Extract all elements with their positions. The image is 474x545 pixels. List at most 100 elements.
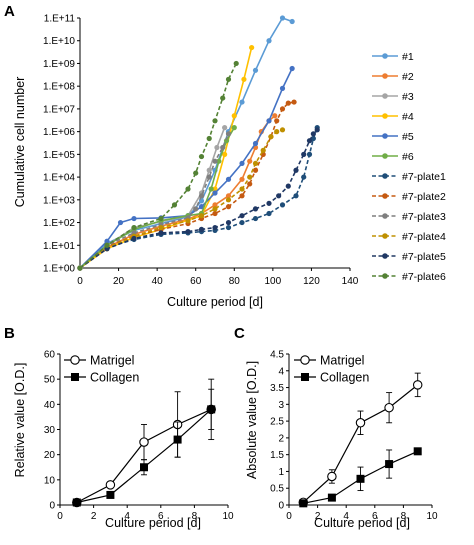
chart-b-y-tick-label: 0 [49,501,55,512]
chart-a-point-5 [239,160,245,167]
chart-a-point-7plate6 [131,224,137,231]
chart-a-point-7plate1 [306,151,313,157]
chart-a-point-7plate5 [266,200,272,206]
chart-a-point-1 [266,38,272,44]
chart-a-y-tick-label: 1.E+02 [43,218,75,229]
chart-a-point-2 [225,193,232,199]
chart-a-xlabel: Culture period [d] [167,295,263,309]
chart-c-y-tick-label: 2 [278,433,284,444]
chart-a-y-tick-label: 1.E+00 [43,264,75,275]
chart-a-point-7plate6 [193,170,199,176]
chart-a-point-7plate1 [252,215,259,222]
chart-a-point-6 [231,125,237,131]
chart-b-point-matrigel [139,437,149,447]
chart-c-point-collagen [356,474,365,483]
chart-a-point-7plate6 [185,186,191,192]
panel-letter-b: B [4,325,15,342]
chart-a-series-line-4 [79,47,253,269]
chart-a-point-6 [208,186,214,192]
chart-a-legend-marker-5 [382,133,388,139]
chart-c-x-tick-label: 8 [401,511,407,522]
chart-b-point-collagen [207,405,216,414]
chart-c-y-tick-label: 3 [278,400,284,411]
chart-c-y-tick-label: 2.5 [270,417,284,428]
chart-a-point-7plate1 [310,135,316,142]
chart-a-point-7plate5 [252,206,259,212]
chart-c-x-tick-label: 2 [315,511,321,522]
chart-a-point-3 [214,144,220,151]
chart-b-y-tick-label: 60 [44,350,56,361]
chart-a-point-5 [198,204,205,210]
chart-a-y-tick-label: 1.E+07 [43,104,75,115]
chart-a-x-tick-label: 60 [190,276,202,287]
chart-a-point-7plate3 [225,131,232,137]
chart-c-x-tick-label: 4 [343,511,349,522]
chart-a-legend-label-3: #3 [402,91,414,103]
chart-a-point-7plate2 [247,181,253,187]
chart-a-point-7plate5 [158,230,164,236]
chart-c-point-matrigel [384,402,394,413]
chart-a-ylabel: Cumulative cell number [13,77,27,208]
chart-b-legend-label-matrigel: Matrigel [90,354,134,368]
chart-a-point-5 [104,238,110,244]
chart-a-x-tick-label: 100 [265,276,282,287]
chart-a-point-7plate6 [206,135,212,142]
chart-a-point-7plate2 [291,99,297,105]
chart-a: Culture period [d] Cumulative cell numbe… [13,14,446,310]
chart-a-point-7plate5 [306,138,313,144]
chart-a-point-6 [216,158,222,164]
chart-a-point-7plate5 [314,127,320,133]
chart-a-point-7plate6 [233,60,239,67]
chart-b-point-collagen [140,463,148,472]
chart-b-ylabel: Relative value [O.D.] [13,363,27,478]
chart-b-x-tick-label: 10 [222,511,234,522]
chart-c-y-tick-label: 0 [278,501,284,512]
chart-a-point-7plate2 [239,193,245,199]
chart-b-y-tick-label: 30 [44,425,56,436]
chart-c-ylabel: Absolute value [O.D.] [245,361,259,479]
chart-a-point-7plate2 [225,204,232,210]
chart-a-series-line-7plate2 [79,101,295,269]
chart-a-series-line-5 [79,68,293,269]
chart-c-x-tick-label: 0 [286,511,292,522]
chart-a-point-7plate6 [171,202,178,208]
chart-a-point-2 [272,113,278,119]
chart-b-point-collagen [106,490,115,499]
chart-b-point-collagen [173,435,182,444]
chart-a-point-4 [249,44,255,51]
chart-a-point-7plate4 [252,160,259,167]
chart-a-point-7plate4 [260,147,266,153]
chart-a-point-7plate3 [206,174,212,180]
chart-a-y-tick-label: 1.E+09 [43,59,75,70]
chart-a-point-7plate3 [212,158,218,164]
chart-a-legend-marker-7plate6 [382,273,388,279]
chart-c-point-matrigel [412,380,423,390]
chart-c-point-collagen [385,460,394,469]
chart-c-point-collagen [299,499,308,508]
chart-c-point-matrigel [355,418,366,428]
chart-a-point-7plate5 [293,167,299,173]
chart-b-point-collagen [72,498,81,507]
chart-a-point-7plate1 [293,193,299,199]
chart-a-point-7plate5 [212,224,218,231]
panel-letter-c: C [234,325,245,342]
chart-a-point-2 [239,176,245,182]
chart-a-point-1 [252,67,259,73]
chart-a-legend-marker-7plate3 [382,213,388,219]
chart-a-point-7plate4 [225,197,232,203]
chart-a-point-2 [212,202,218,208]
chart-a-point-7plate3 [193,206,199,212]
chart-a-point-7plate5 [225,219,232,226]
chart-a-legend-marker-7plate4 [382,233,388,239]
chart-a-legend-marker-7plate2 [382,193,388,199]
chart-b-legend-marker-matrigel [70,355,80,365]
chart-a-point-4 [222,151,228,157]
chart-a-point-5 [117,219,124,226]
chart-a-point-4 [241,76,247,82]
chart-a-point-5 [131,215,137,222]
chart-a-point-7plate4 [247,174,253,180]
chart-a-point-5 [266,118,272,124]
chart-a-point-7plate5 [198,226,205,232]
chart-c-y-tick-label: 1 [278,467,284,478]
chart-a-legend-label-2: #2 [402,71,414,83]
